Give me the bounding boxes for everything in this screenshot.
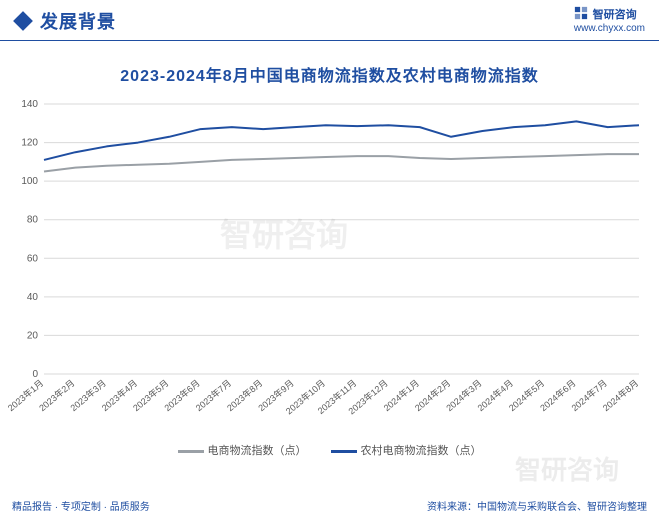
chart-legend: 电商物流指数（点） 农村电商物流指数（点） <box>0 442 659 458</box>
brand-block: 智研咨询 www.chyxx.com <box>574 6 645 35</box>
svg-text:120: 120 <box>21 138 38 149</box>
svg-text:20: 20 <box>27 330 39 341</box>
svg-text:140: 140 <box>21 99 38 110</box>
legend-label: 电商物流指数（点） <box>208 445 307 457</box>
line-chart-svg: 0204060801001201402023年1月2023年2月2023年3月2… <box>0 86 659 466</box>
legend-item: 农村电商物流指数（点） <box>331 442 482 458</box>
header: Development background 发展背景 智研咨询 www.chy… <box>0 0 659 48</box>
brand-url: www.chyxx.com <box>574 23 645 34</box>
svg-text:100: 100 <box>21 176 38 187</box>
footer-right-text: 资料来源：中国物流与采购联合会、智研咨询整理 <box>427 498 647 513</box>
legend-item: 电商物流指数（点） <box>178 442 307 458</box>
chart-area: 0204060801001201402023年1月2023年2月2023年3月2… <box>0 86 659 466</box>
diamond-icon <box>13 11 33 31</box>
legend-swatch <box>178 450 204 453</box>
header-title: 发展背景 <box>40 8 116 34</box>
svg-text:40: 40 <box>27 292 39 303</box>
svg-text:80: 80 <box>27 215 39 226</box>
chart-title: 2023-2024年8月中国电商物流指数及农村电商物流指数 <box>0 62 659 86</box>
brand-logo-icon <box>574 6 588 20</box>
legend-label: 农村电商物流指数（点） <box>361 445 482 457</box>
footer-left-text: 精品报告 · 专项定制 · 品质服务 <box>12 498 150 513</box>
brand-name: 智研咨询 <box>593 9 637 21</box>
svg-text:60: 60 <box>27 253 39 264</box>
legend-swatch <box>331 450 357 453</box>
header-underline <box>0 40 659 41</box>
